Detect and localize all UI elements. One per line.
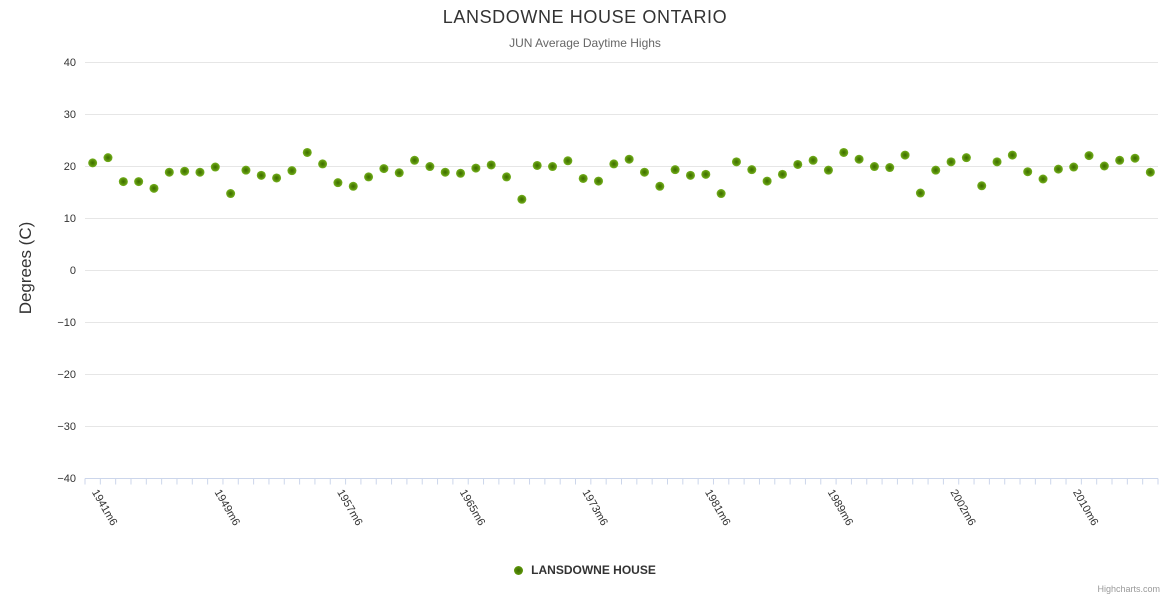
- data-point[interactable]: [655, 181, 665, 191]
- data-point[interactable]: [670, 165, 680, 175]
- data-point[interactable]: [88, 158, 98, 168]
- data-point[interactable]: [915, 188, 925, 198]
- y-axis-tick-label: 20: [64, 161, 76, 173]
- data-point[interactable]: [747, 165, 757, 175]
- data-point[interactable]: [1038, 174, 1048, 184]
- data-point[interactable]: [379, 164, 389, 174]
- data-point[interactable]: [793, 159, 803, 169]
- y-axis-tick-label: −20: [57, 369, 76, 381]
- data-point[interactable]: [502, 172, 512, 182]
- data-point[interactable]: [164, 167, 174, 177]
- data-point[interactable]: [961, 153, 971, 163]
- data-point[interactable]: [594, 176, 604, 186]
- data-point[interactable]: [180, 166, 190, 176]
- data-point[interactable]: [287, 166, 297, 176]
- legend-item[interactable]: LANSDOWNE HOUSE: [0, 563, 1170, 577]
- data-point[interactable]: [471, 163, 481, 173]
- data-point[interactable]: [731, 157, 741, 167]
- data-point[interactable]: [548, 162, 558, 172]
- x-axis-tick-label: 2002m6: [947, 488, 977, 528]
- data-point[interactable]: [425, 162, 435, 172]
- data-point[interactable]: [1115, 155, 1125, 165]
- legend-label: LANSDOWNE HOUSE: [531, 563, 656, 577]
- data-point[interactable]: [685, 170, 695, 180]
- data-point[interactable]: [946, 157, 956, 167]
- data-point[interactable]: [318, 159, 328, 169]
- data-point[interactable]: [1053, 164, 1063, 174]
- highcharts-credit-link[interactable]: Highcharts.com: [1097, 584, 1160, 594]
- data-point[interactable]: [517, 194, 527, 204]
- data-point[interactable]: [364, 172, 374, 182]
- data-point[interactable]: [149, 183, 159, 193]
- data-point[interactable]: [639, 167, 649, 177]
- data-point[interactable]: [609, 159, 619, 169]
- data-point[interactable]: [701, 169, 711, 179]
- data-point[interactable]: [823, 165, 833, 175]
- data-point[interactable]: [869, 162, 879, 172]
- data-point[interactable]: [195, 167, 205, 177]
- data-point[interactable]: [486, 160, 496, 170]
- data-point[interactable]: [348, 181, 358, 191]
- data-point[interactable]: [900, 150, 910, 160]
- x-axis-tick-label: 1989m6: [825, 488, 855, 528]
- data-point[interactable]: [226, 189, 236, 199]
- data-point[interactable]: [992, 157, 1002, 167]
- data-point[interactable]: [394, 168, 404, 178]
- data-point[interactable]: [134, 177, 144, 187]
- x-axis-tick-label: 2010m6: [1070, 488, 1100, 528]
- data-point[interactable]: [1023, 167, 1033, 177]
- data-point[interactable]: [440, 167, 450, 177]
- data-point[interactable]: [210, 162, 220, 172]
- data-point[interactable]: [808, 155, 818, 165]
- x-axis-tick-label: 1949m6: [212, 488, 242, 528]
- x-axis-tick-label: 1965m6: [457, 488, 487, 528]
- y-axis-tick-label: −10: [57, 317, 76, 329]
- data-point[interactable]: [1099, 161, 1109, 171]
- data-point[interactable]: [624, 154, 634, 164]
- data-point[interactable]: [256, 170, 266, 180]
- data-point[interactable]: [333, 178, 343, 188]
- data-point[interactable]: [762, 176, 772, 186]
- data-point[interactable]: [118, 177, 128, 187]
- series-marker-icon: [514, 565, 524, 575]
- data-point[interactable]: [716, 189, 726, 199]
- data-point[interactable]: [272, 173, 282, 183]
- y-axis-tick-label: 40: [64, 57, 76, 69]
- data-point[interactable]: [302, 147, 312, 157]
- data-point[interactable]: [839, 147, 849, 157]
- x-axis-tick-label: 1957m6: [334, 488, 364, 528]
- data-point[interactable]: [241, 165, 251, 175]
- x-axis-tick-label: 1981m6: [702, 488, 732, 528]
- y-axis-tick-label: −40: [57, 473, 76, 485]
- data-point[interactable]: [977, 181, 987, 191]
- data-point[interactable]: [456, 168, 466, 178]
- data-point[interactable]: [1007, 150, 1017, 160]
- x-axis-tick-label: 1973m6: [580, 488, 610, 528]
- data-point[interactable]: [103, 153, 113, 163]
- data-point[interactable]: [777, 169, 787, 179]
- data-point[interactable]: [410, 155, 420, 165]
- chart-subtitle: JUN Average Daytime Highs: [509, 36, 661, 50]
- data-point[interactable]: [885, 163, 895, 173]
- y-axis-tick-label: 30: [64, 109, 76, 121]
- data-point[interactable]: [532, 160, 542, 170]
- y-axis-tick-label: 10: [64, 213, 76, 225]
- data-point[interactable]: [854, 154, 864, 164]
- data-point[interactable]: [931, 165, 941, 175]
- data-point[interactable]: [1130, 153, 1140, 163]
- y-axis-tick-label: −30: [57, 421, 76, 433]
- x-axis-tick-label: 1941m6: [89, 488, 119, 528]
- y-axis-tick-label: 0: [70, 265, 76, 277]
- data-point[interactable]: [1084, 151, 1094, 161]
- data-point[interactable]: [1069, 162, 1079, 172]
- chart-title: LANSDOWNE HOUSE ONTARIO: [442, 7, 728, 27]
- data-point[interactable]: [578, 173, 588, 183]
- data-point[interactable]: [1145, 167, 1155, 177]
- data-point[interactable]: [563, 156, 573, 166]
